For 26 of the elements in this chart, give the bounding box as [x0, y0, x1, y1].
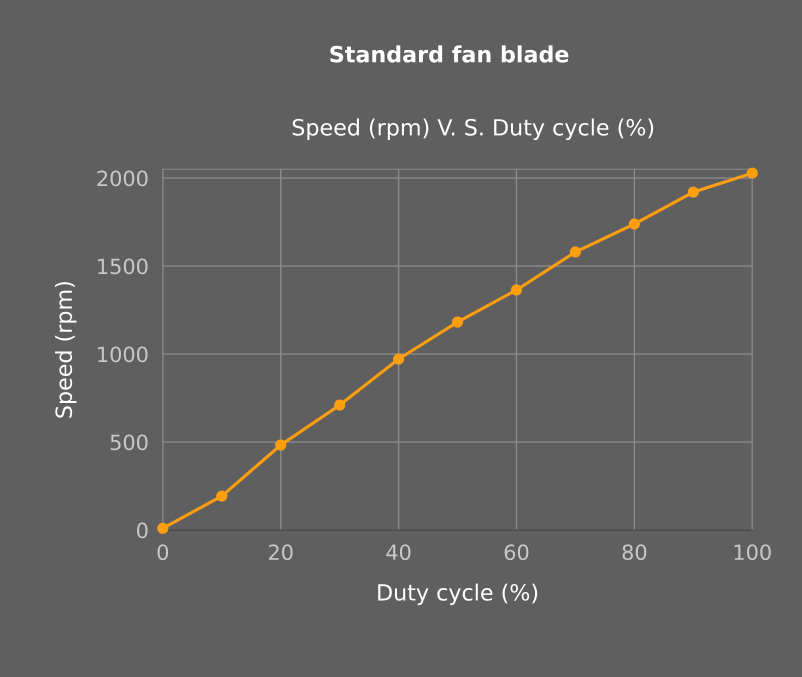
point	[628, 218, 640, 230]
y-tick-label: 2000	[97, 170, 148, 186]
y-tick-label: 1000	[98, 346, 148, 362]
point	[688, 186, 699, 198]
y-tick-label: 0	[137, 522, 148, 538]
point	[452, 316, 464, 328]
x-tick-label: 40	[386, 544, 410, 560]
point	[275, 440, 286, 451]
x-tick-label: 60	[504, 544, 528, 560]
x-tick-label: 20	[268, 544, 293, 560]
point	[393, 353, 404, 365]
chart-title: Standard fan blade	[330, 45, 568, 63]
y-tick-label: 1500	[98, 258, 148, 274]
x-tick-label: 0	[158, 544, 168, 560]
point	[746, 168, 758, 179]
x-tick-label: 80	[622, 544, 646, 560]
y-tick-label: 500	[110, 434, 148, 450]
point	[510, 284, 522, 296]
y-axis-title: Speed (rpm)	[54, 282, 76, 418]
x-axis-title: Duty cycle (%)	[378, 584, 538, 606]
x-tick-label: 100	[734, 544, 771, 560]
point	[157, 522, 168, 534]
point	[216, 490, 228, 502]
point	[570, 246, 581, 258]
chart-subtitle: Speed (rpm) V. S. Duty cycle (%)	[292, 118, 654, 140]
point	[334, 400, 346, 411]
